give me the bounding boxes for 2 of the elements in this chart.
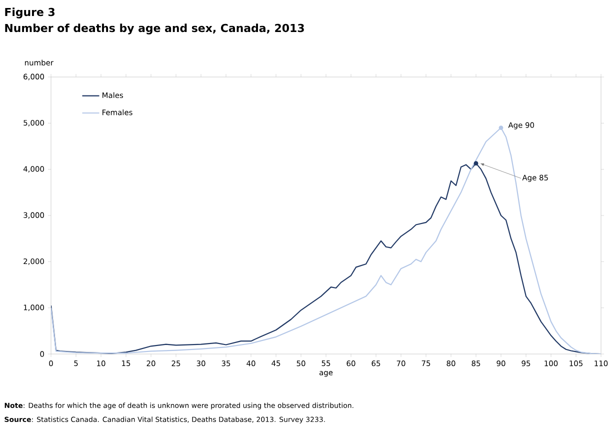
chart-title: Figure 3 — [5, 8, 54, 18]
chart-subtitle: Number of deaths by age and sex, Canada, 2013 — [5, 24, 304, 34]
